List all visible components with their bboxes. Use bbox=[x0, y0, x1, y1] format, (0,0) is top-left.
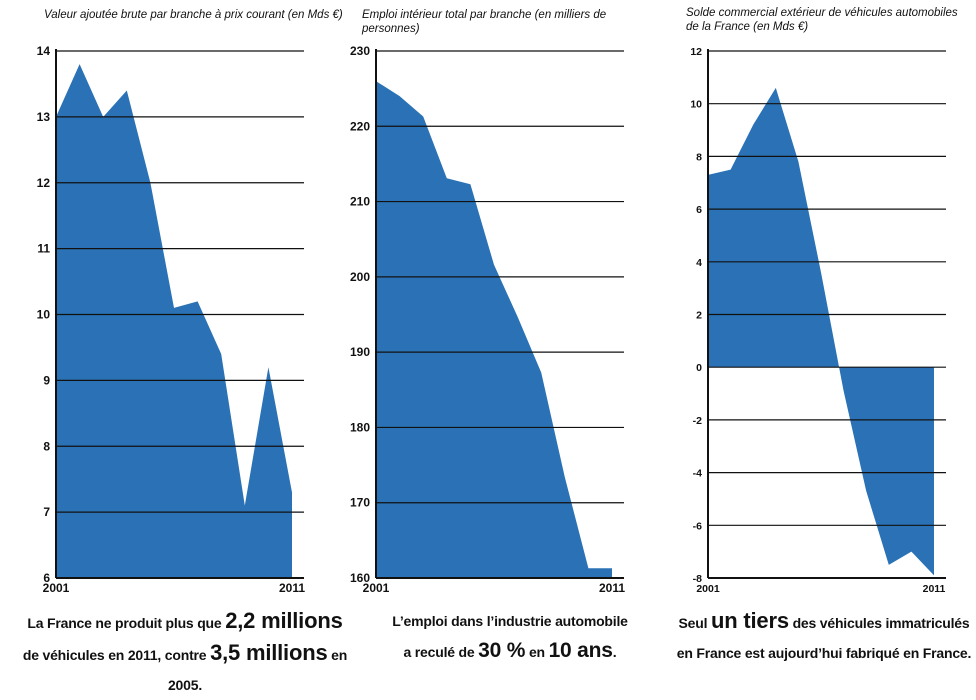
chart-1-title: Valeur ajoutée brute par branche à prix … bbox=[44, 9, 343, 21]
caption-2-text-b: a reculé de bbox=[403, 644, 479, 660]
caption-3: Seul un tiers des véhicules immatriculés… bbox=[676, 606, 972, 668]
chart-2-xtick-label: 2011 bbox=[599, 581, 625, 595]
chart-2-ytick-label: 220 bbox=[350, 119, 370, 133]
chart-1-ytick-label: 6 bbox=[43, 571, 50, 585]
chart-3-ytick-label: 8 bbox=[696, 151, 702, 163]
caption-2: L’emploi dans l’industrie automobile a r… bbox=[370, 606, 650, 667]
caption-2-text-a: L’emploi dans l’industrie automobile bbox=[392, 613, 628, 629]
chart-1-ytick-label: 13 bbox=[37, 110, 51, 124]
chart-1-ytick-label: 12 bbox=[37, 176, 51, 190]
chart-3-xtick-label: 2001 bbox=[696, 583, 720, 595]
chart-3-ytick-label: 0 bbox=[696, 362, 702, 374]
caption-2-highlight-1: 30 % bbox=[478, 639, 526, 662]
chart-3-title: Solde commercial extérieur de véhicules … bbox=[686, 7, 958, 33]
caption-2-highlight-2: 10 ans bbox=[548, 639, 613, 662]
chart-2-ytick-label: 200 bbox=[350, 270, 370, 284]
chart-3: -8 -6 -4 -2 0 2 4 6 8 10 12 2001 2011 bbox=[690, 46, 946, 595]
caption-1: La France ne produit plus que 2,2 millio… bbox=[10, 606, 360, 700]
caption-3-text-a: Seul bbox=[678, 615, 711, 631]
caption-2-text-d: en bbox=[525, 644, 549, 660]
caption-2-text-f: . bbox=[612, 644, 617, 660]
chart-2-ytick-label: 190 bbox=[350, 345, 370, 359]
caption-3-highlight-1: un tiers bbox=[711, 608, 789, 633]
chart-2-xtick-label: 2001 bbox=[363, 581, 390, 595]
caption-3-text-d: en France est aujourd’hui fabriqué en Fr… bbox=[676, 645, 972, 661]
caption-3-text-c: des véhicules immatriculés bbox=[788, 615, 970, 631]
chart-1-xtick-label: 2011 bbox=[279, 581, 305, 595]
caption-1-highlight-2: 3,5 millions bbox=[210, 640, 328, 665]
chart-2-ytick-label: 160 bbox=[350, 571, 370, 585]
chart-3-ytick-label: -4 bbox=[693, 468, 702, 480]
chart-2-ytick-label: 170 bbox=[350, 496, 370, 510]
chart-3-ytick-label: 10 bbox=[690, 99, 702, 111]
caption-1-highlight-1: 2,2 millions bbox=[225, 608, 343, 633]
chart-3-ytick-label: 2 bbox=[696, 310, 702, 322]
caption-1-text-c: de véhicules en 2011, contre bbox=[22, 647, 211, 663]
chart-3-ytick-label: 12 bbox=[690, 46, 702, 58]
chart-2-ytick-label: 180 bbox=[350, 420, 370, 434]
chart-1-ytick-label: 11 bbox=[37, 242, 50, 256]
chart-3-ytick-label: -6 bbox=[693, 520, 702, 532]
caption-1-text-a: La France ne produit plus que bbox=[27, 615, 226, 631]
chart-2: 160 170 180 190 200 210 220 230 2001 2011 bbox=[350, 44, 625, 595]
chart-1-area bbox=[56, 64, 292, 579]
chart-1-ytick-label: 9 bbox=[43, 373, 50, 387]
chart-1-ytick-label: 7 bbox=[43, 505, 50, 519]
chart-3-ytick-label: -2 bbox=[693, 415, 702, 427]
chart-3-ytick-label: -8 bbox=[693, 573, 702, 585]
chart-2-ytick-label: 230 bbox=[350, 44, 370, 58]
chart-2-ytick-label: 210 bbox=[350, 195, 370, 209]
chart-1-xtick-label: 2001 bbox=[43, 581, 70, 595]
chart-3-ytick-label: 4 bbox=[696, 257, 702, 269]
chart-3-xtick-label: 2011 bbox=[923, 583, 946, 595]
chart-1-ytick-label: 10 bbox=[37, 308, 51, 322]
chart-1-ytick-label: 8 bbox=[43, 439, 50, 453]
chart-2-area bbox=[376, 81, 612, 578]
chart-3-area bbox=[708, 87, 934, 576]
chart-3-ytick-label: 6 bbox=[696, 204, 702, 216]
chart-2-title: Emploi intérieur total par branche (en m… bbox=[362, 9, 607, 35]
chart-1: 6 7 8 9 10 11 12 13 14 2001 2011 bbox=[37, 44, 306, 595]
chart-1-ytick-label: 14 bbox=[37, 44, 51, 58]
